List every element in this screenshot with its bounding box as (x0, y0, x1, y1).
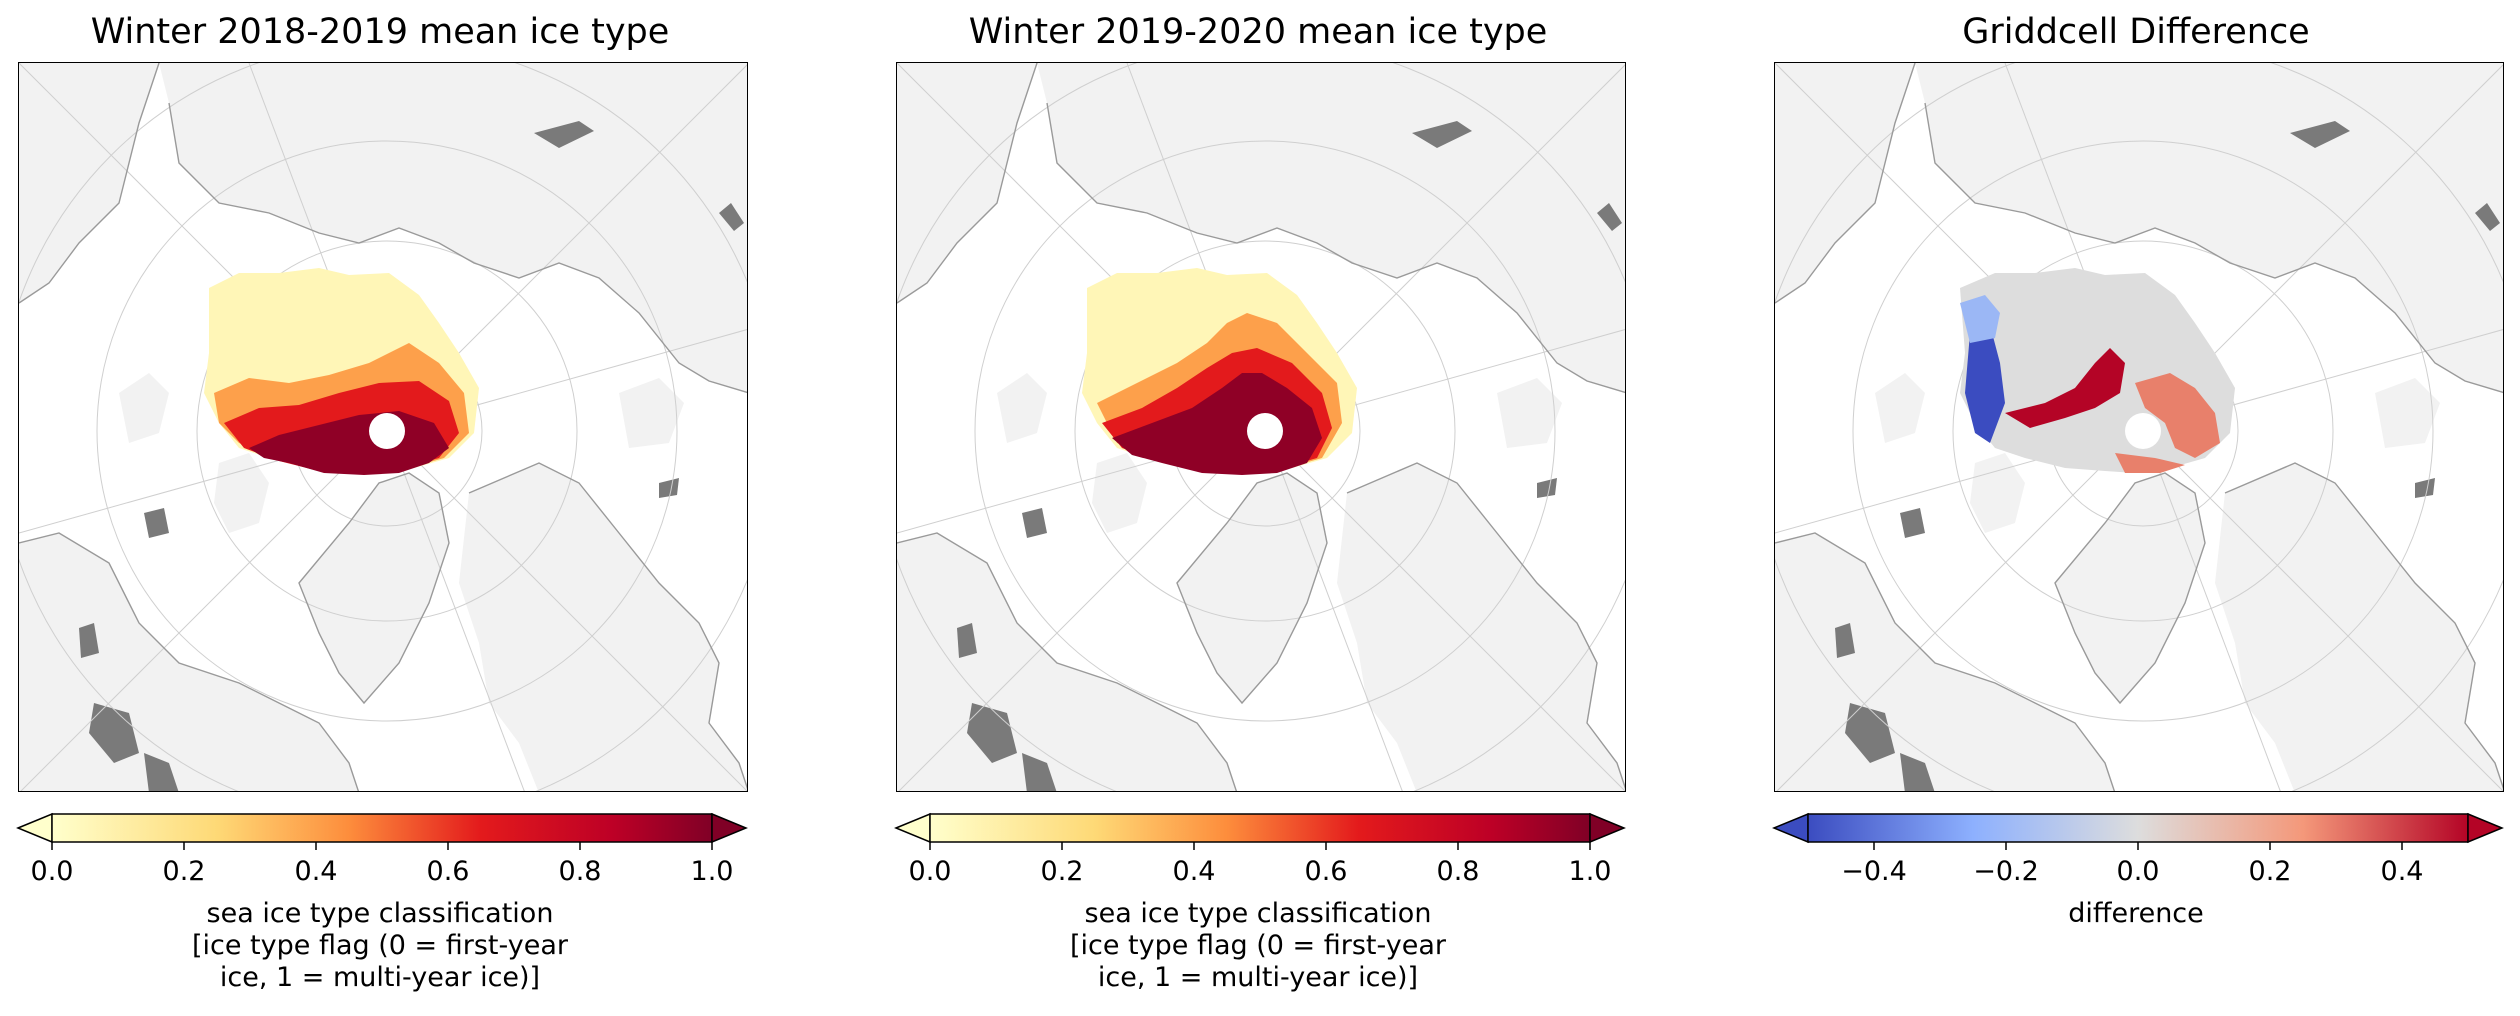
colorbar-tick-label: 0.0 (909, 856, 952, 887)
land-layer (897, 63, 1625, 791)
coastline (897, 63, 1625, 791)
colorbar-tick-label: 0.0 (31, 856, 74, 887)
colorbar-label-line: [ice type flag (0 = first-year (191, 930, 568, 961)
map-plot (896, 62, 1626, 792)
coastline (19, 63, 747, 791)
colorbar-label-line: [ice type flag (0 = first-year (1069, 930, 1446, 961)
colorbar-ticks: 0.0 0.2 0.4 0.6 0.8 1.0 (909, 842, 1612, 887)
pole-hole (2125, 413, 2161, 449)
colorbar-tick-label: 0.8 (559, 856, 602, 887)
map-panel-difference: Griddcell Difference (1756, 0, 2516, 1016)
colorbar-tick-label: −0.2 (1973, 856, 2039, 887)
map-plot (1774, 62, 2504, 792)
colorbar (16, 812, 748, 844)
colorbar-tick-label: 0.6 (1305, 856, 1348, 887)
colorbar-tick-label: 1.0 (1569, 856, 1612, 887)
lake-layer (1835, 121, 2500, 791)
ice-field (1082, 268, 1357, 475)
colorbar-label: sea ice type classification [ice type fl… (0, 898, 760, 994)
coastline (1775, 63, 2503, 791)
panel-title: Winter 2018-2019 mean ice type (90, 12, 670, 52)
colorbar-tick-label: 0.2 (1041, 856, 1084, 887)
colorbar-ticks: −0.4 −0.2 0.0 0.2 0.4 (1841, 842, 2424, 887)
lake-layer (957, 121, 1622, 791)
lake-layer (79, 121, 744, 791)
map-panel-2018-2019: Winter 2018-2019 mean ice type (0, 0, 760, 1016)
colorbar-tick-label: 0.4 (295, 856, 338, 887)
colorbar-label: sea ice type classification [ice type fl… (878, 898, 1638, 994)
colorbar (894, 812, 1626, 844)
colorbar-ticks: 0.0 0.2 0.4 0.6 0.8 1.0 (31, 842, 734, 887)
colorbar (1772, 812, 2504, 844)
land-layer (19, 63, 747, 791)
colorbar-tick-label: 0.0 (2117, 856, 2160, 887)
colorbar-label-line: sea ice type classification (1084, 898, 1432, 929)
colorbar-label-line: difference (2068, 898, 2204, 929)
panel-title: Winter 2019-2020 mean ice type (968, 12, 1548, 52)
panel-title: Griddcell Difference (1962, 12, 2310, 52)
colorbar-tick-label: 0.8 (1437, 856, 1480, 887)
map-plot (18, 62, 748, 792)
pole-hole (1247, 413, 1283, 449)
difference-field (1960, 268, 2235, 473)
colorbar-label: difference (1756, 898, 2516, 930)
map-panel-2019-2020: Winter 2019-2020 mean ice type (878, 0, 1638, 1016)
colorbar-tick-label: 1.0 (691, 856, 734, 887)
colorbar-label-line: ice, 1 = multi-year ice)] (1097, 962, 1419, 993)
colorbar-label-line: ice, 1 = multi-year ice)] (219, 962, 541, 993)
land-layer (1775, 63, 2503, 791)
colorbar-tick-label: 0.4 (1173, 856, 1216, 887)
colorbar-tick-label: 0.2 (2249, 856, 2292, 887)
colorbar-label-line: sea ice type classification (206, 898, 554, 929)
colorbar-tick-label: 0.2 (163, 856, 206, 887)
colorbar-tick-label: −0.4 (1841, 856, 1907, 887)
colorbar-tick-label: 0.6 (427, 856, 470, 887)
ice-field (204, 268, 479, 475)
pole-hole (369, 413, 405, 449)
colorbar-tick-label: 0.4 (2381, 856, 2424, 887)
